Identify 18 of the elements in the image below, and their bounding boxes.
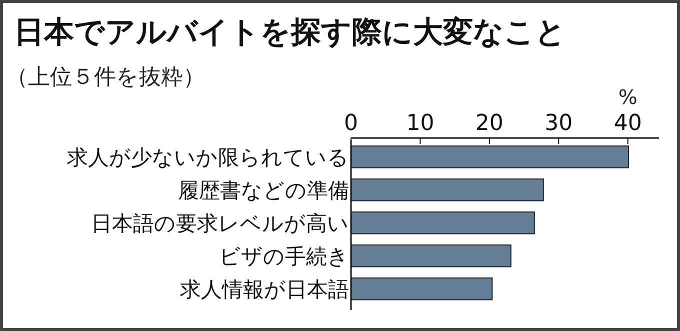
y-tick-label: ビザの手続き bbox=[219, 244, 349, 268]
bar bbox=[350, 145, 630, 168]
text: （上位５件を抜粋） bbox=[6, 65, 205, 90]
x-axis-title: % bbox=[618, 85, 638, 109]
chart-title: 日本でアルバイトを探す際に大変なこと bbox=[14, 15, 566, 50]
y-tick-label: 求人が少ないか限られている bbox=[67, 146, 349, 170]
y-tick-label: 求人情報が日本語 bbox=[180, 278, 349, 302]
bar bbox=[350, 211, 535, 234]
bar bbox=[350, 277, 493, 300]
x-tick-label: 0 bbox=[344, 111, 358, 136]
x-tick-label: 40 bbox=[614, 111, 642, 136]
bar bbox=[350, 244, 512, 268]
x-tick-label: 30 bbox=[544, 111, 573, 136]
y-tick-label: 履歴書などの準備 bbox=[178, 178, 349, 202]
bar bbox=[350, 178, 544, 202]
x-tick-label: 10 bbox=[406, 111, 434, 136]
y-tick-label: 日本語の要求レベルが高い bbox=[91, 212, 349, 236]
x-tick-label: 20 bbox=[475, 111, 504, 136]
